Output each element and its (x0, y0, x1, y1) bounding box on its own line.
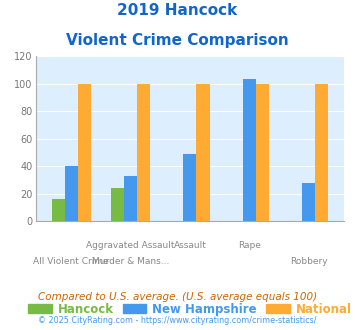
Text: Aggravated Assault: Aggravated Assault (86, 241, 175, 250)
Text: © 2025 CityRating.com - https://www.cityrating.com/crime-statistics/: © 2025 CityRating.com - https://www.city… (38, 316, 317, 325)
Bar (184, 154, 196, 221)
Bar (137, 83, 150, 221)
Bar (196, 83, 209, 221)
Bar (315, 83, 328, 221)
Bar (124, 176, 137, 221)
Text: All Violent Crime: All Violent Crime (33, 257, 109, 266)
Bar (51, 199, 65, 221)
Text: Rape: Rape (238, 241, 261, 250)
Text: Compared to U.S. average. (U.S. average equals 100): Compared to U.S. average. (U.S. average … (38, 292, 317, 302)
Bar (78, 83, 91, 221)
Text: Murder & Mans...: Murder & Mans... (92, 257, 169, 266)
Bar (111, 188, 124, 221)
Bar (243, 80, 256, 221)
Bar (302, 182, 315, 221)
Bar (256, 83, 269, 221)
Legend: Hancock, New Hampshire, National: Hancock, New Hampshire, National (23, 298, 355, 320)
Text: 2019 Hancock: 2019 Hancock (118, 3, 237, 18)
Bar (65, 166, 78, 221)
Text: Violent Crime Comparison: Violent Crime Comparison (66, 33, 289, 48)
Text: Robbery: Robbery (290, 257, 328, 266)
Text: Assault: Assault (174, 241, 206, 250)
